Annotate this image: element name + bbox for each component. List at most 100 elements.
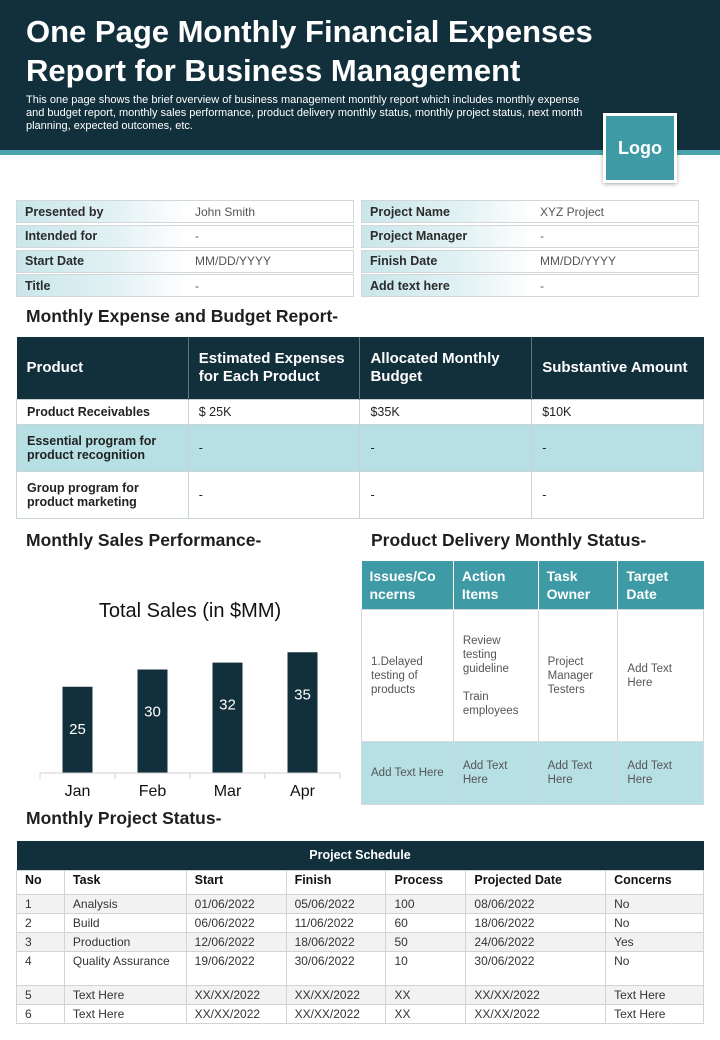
table-cell: 6 [16, 1003, 65, 1024]
info-label: Project Name [362, 201, 532, 222]
info-label: Presented by [17, 201, 187, 222]
table-cell: 18/06/2022 [465, 912, 607, 933]
section-title-delivery: Product Delivery Monthly Status- [371, 530, 647, 550]
section-title-expense: Monthly Expense and Budget Report- [26, 306, 339, 326]
table-cell: Text Here [605, 1003, 704, 1024]
table-row: Group program for product marketing - - … [16, 470, 704, 519]
table-cell: XX/XX/2022 [185, 984, 287, 1005]
table-header-cell: Concerns [605, 869, 704, 895]
info-value: - [195, 229, 199, 244]
sales-chart: Total Sales (in $MM) 25 Jan 30 Feb 32 Mar 35 Ap… [16, 580, 346, 810]
table-cell: 10 [385, 950, 467, 986]
table-row: 4 Quality Assurance 19/06/2022 30/06/2022 10… [16, 950, 704, 986]
table-cell: - [531, 470, 704, 519]
table-cell: 01/06/2022 [185, 893, 287, 914]
table-cell: 06/06/2022 [185, 912, 287, 933]
bar-mar [212, 662, 243, 773]
table-header-cell: Task Owner [538, 561, 619, 610]
section-title-sales: Monthly Sales Performance- [26, 530, 262, 550]
bar-value-label: 25 [69, 721, 86, 738]
page-subtitle: This one page shows the brief overview o… [26, 94, 583, 132]
table-header-cell: Substantive Amount [531, 337, 704, 399]
table-cell: 100 [385, 893, 467, 914]
table-cell: Essential program for product recognitio… [16, 423, 189, 472]
table-header-cell: Projected Date [465, 869, 607, 895]
schedule-table: Project Schedule No Task Start Finish Proces… [16, 841, 704, 1024]
table-cell: $10K [531, 398, 704, 425]
table-header-cell: Action Items [453, 561, 539, 610]
info-value: MM/DD/YYYY [195, 254, 272, 269]
table-cell: Review testing guideline Train employees [452, 609, 539, 742]
table-header-cell: No [16, 869, 65, 895]
table-cell: - [187, 423, 361, 472]
info-row: Intended for - [16, 224, 354, 248]
table-cell: Text Here [63, 1003, 187, 1024]
table-cell: - [359, 423, 533, 472]
table-cell: - [359, 470, 533, 519]
table-cell: Quality Assurance [63, 950, 187, 986]
expense-table: Product Estimated Expenses for Each Prod… [16, 337, 704, 519]
info-value: MM/DD/YYYY [540, 254, 617, 269]
table-row: 5 Text Here XX/XX/2022 XX/XX/2022 XX XX/XX/20… [16, 984, 704, 1005]
table-header-cell: Allocated Monthly Budget [359, 337, 533, 399]
table-cell: Yes [605, 931, 704, 952]
table-header-cell: Issues/Co ncerns [361, 561, 454, 610]
table-cell: 18/06/2022 [285, 931, 387, 952]
table-cell: $ 25K [187, 398, 361, 425]
table-cell: XX/XX/2022 [285, 984, 387, 1005]
info-label: Add text here [362, 275, 532, 297]
info-row: Add text here - [361, 274, 699, 298]
table-cell: Analysis [63, 893, 187, 914]
chart-title: Total Sales (in $MM) [99, 600, 281, 622]
delivery-table: Issues/Co ncerns Action Items Task Owner… [361, 561, 704, 805]
table-cell: Group program for product marketing [16, 470, 189, 519]
table-header-cell: Product [16, 337, 189, 399]
table-cell: XX/XX/2022 [465, 1003, 607, 1024]
x-tick-label: Feb [139, 783, 167, 800]
table-cell: XX [385, 1003, 467, 1024]
info-row: Project Manager - [361, 224, 699, 248]
table-cell: No [605, 950, 704, 986]
table-cell: - [531, 423, 704, 472]
table-cell: Project Manager Testers [537, 609, 619, 742]
table-cell: 19/06/2022 [185, 950, 287, 986]
table-cell: 2 [16, 912, 65, 933]
table-row: 6 Text Here XX/XX/2022 XX/XX/2022 XX XX/XX/20… [16, 1003, 704, 1024]
sales-chart-svg: Total Sales (in $MM) 25 Jan 30 Feb 32 Mar 35 Ap… [39, 600, 341, 800]
table-row: 1.Delayed testing of products Review tes… [361, 609, 704, 742]
header-stripe [0, 150, 720, 155]
table-cell: 5 [16, 984, 65, 1005]
table-cell: Product Receivables [16, 398, 189, 425]
info-value: John Smith [195, 204, 256, 219]
table-cell: 11/06/2022 [285, 912, 387, 933]
table-row: 2 Build 06/06/2022 11/06/2022 60 18/06/2022 No [16, 912, 704, 933]
table-header-cell: Start [185, 869, 287, 895]
table-row: 3 Production 12/06/2022 18/06/2022 50 24/06/2… [16, 931, 704, 952]
logo-placeholder: Logo [603, 113, 677, 183]
bar-value-label: 32 [219, 697, 236, 714]
table-row: Product Receivables $ 25K $35K $10K [16, 398, 704, 425]
table-cell: 50 [385, 931, 467, 952]
info-row: Finish Date MM/DD/YYYY [361, 249, 699, 273]
info-label: Project Manager [362, 225, 532, 247]
table-cell: 30/06/2022 [285, 950, 387, 986]
action-item: Review testing guideline [462, 634, 509, 675]
section-title-project: Monthly Project Status- [26, 808, 222, 828]
table-cell: 12/06/2022 [185, 931, 287, 952]
table-cell: Text Here [63, 984, 187, 1005]
info-right: Project Name XYZ Project Project Manager -… [361, 200, 699, 299]
table-cell: No [605, 912, 704, 933]
table-cell: Add Text Here [361, 741, 454, 805]
table-cell: 3 [16, 931, 65, 952]
action-item: Train employees [462, 690, 519, 717]
table-cell: XX/XX/2022 [285, 1003, 387, 1024]
table-row: 1 Analysis 01/06/2022 05/06/2022 100 08/06/20… [16, 893, 704, 914]
info-label: Start Date [17, 250, 187, 272]
table-cell: Build [63, 912, 187, 933]
table-cell: $35K [359, 398, 533, 425]
table-cell: Add Text Here [452, 741, 539, 805]
table-cell: Add Text Here [617, 609, 704, 742]
table-cell: 30/06/2022 [465, 950, 607, 986]
table-row: Essential program for product recognitio… [16, 423, 704, 472]
table-row: Add Text Here Add Text Here Add Text Her… [361, 741, 704, 805]
